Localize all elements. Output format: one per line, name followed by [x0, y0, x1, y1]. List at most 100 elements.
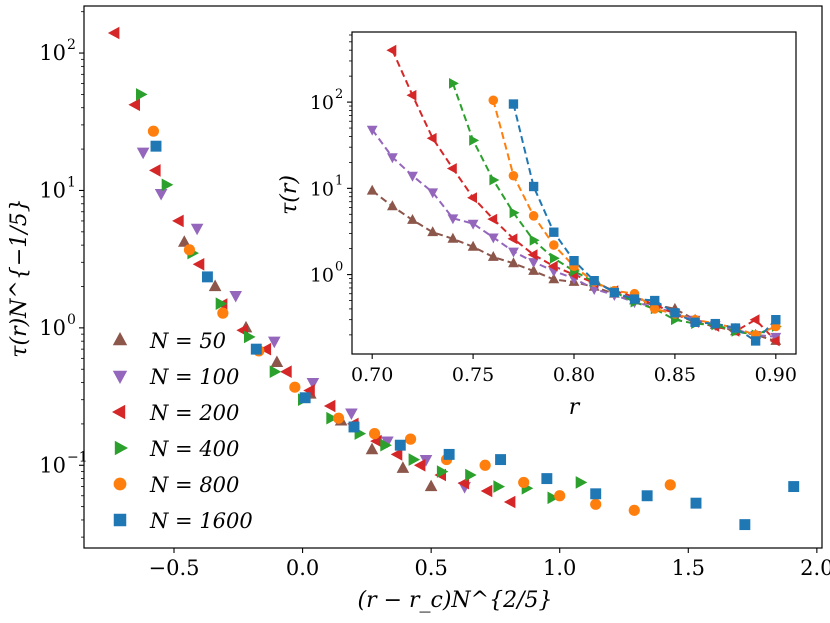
main-y-tick-exponent: 1 — [67, 174, 76, 190]
legend-marker-shape — [112, 332, 128, 346]
main-point-n1600 — [150, 140, 162, 152]
main-point-n100 — [419, 455, 433, 467]
main-y-tick-label: 10 — [39, 178, 66, 202]
inset-y-tick-label: 10 — [310, 265, 334, 287]
inset-x-tick-label: 0.75 — [452, 364, 494, 386]
main-y-tick-exponent: 2 — [67, 37, 76, 53]
inset-y-tick-label: 10 — [310, 92, 334, 114]
main-x-tick-label: 0.5 — [414, 556, 447, 580]
main-point-n50 — [208, 279, 222, 292]
main-point-n400 — [244, 330, 256, 344]
inset-point-n200 — [547, 260, 558, 272]
main-point-n800 — [518, 476, 530, 489]
main-point-n1600 — [348, 421, 360, 433]
main-point-n1600 — [739, 519, 751, 531]
legend-marker-n1600 — [113, 513, 127, 527]
main-point-n400 — [380, 438, 392, 452]
inset-point-n200 — [769, 335, 780, 347]
inset-point-n1600 — [569, 255, 579, 266]
main-x-tick-label: 0.0 — [286, 556, 319, 580]
legend-label-n200: N = 200 — [149, 401, 239, 425]
inset-y-tick-exponent: 2 — [335, 87, 343, 102]
main-point-n400 — [408, 453, 421, 466]
main-point-n100 — [306, 378, 320, 390]
main-x-tick-label: 1.5 — [672, 556, 705, 580]
inset-point-n400 — [509, 207, 520, 219]
legend-marker-n50 — [112, 332, 128, 346]
main-point-n100 — [190, 223, 204, 236]
inset-point-n800 — [649, 304, 660, 314]
legend-marker-n200 — [112, 404, 126, 420]
inset-x-ticks: 0.70 0.75 0.80 0.85 0.90 — [351, 354, 797, 386]
main-point-n800 — [479, 459, 491, 471]
main-point-n800 — [404, 433, 417, 445]
inset-y-axis-label: τ(r) — [277, 175, 302, 215]
inset-point-n1600 — [710, 318, 720, 329]
main-point-n100 — [345, 408, 358, 420]
main-point-n200 — [128, 98, 140, 112]
legend-item-n100: N = 100 — [112, 365, 239, 389]
inset-point-n200 — [406, 89, 417, 101]
legend-item-n1600: N = 1600 — [113, 509, 253, 533]
inset-point-n50 — [447, 232, 459, 243]
main-y-axis-label: τ(r)N^{−1/5} — [7, 198, 32, 357]
main-point-n800 — [554, 490, 566, 502]
main-point-n800 — [147, 125, 160, 137]
inset-y-tick-label: 10 — [310, 178, 334, 200]
inset-point-n1600 — [730, 323, 741, 333]
legend-marker-n400 — [114, 440, 128, 456]
main-point-n50 — [178, 235, 191, 247]
main-y-tick-label: 10 — [39, 453, 66, 477]
legend-label-n100: N = 100 — [149, 365, 239, 389]
inset-point-n50 — [467, 240, 479, 251]
main-point-n1600 — [541, 473, 553, 485]
inset-point-n800 — [528, 211, 539, 221]
legend-item-n200: N = 200 — [112, 401, 239, 425]
main-point-n1600 — [299, 392, 311, 404]
main-point-n200 — [390, 448, 403, 461]
legend-marker-shape — [113, 513, 127, 527]
legend-label-n50: N = 50 — [149, 329, 226, 353]
inset-point-n200 — [446, 163, 457, 174]
main-point-n200 — [192, 258, 205, 271]
main-point-n400 — [269, 365, 282, 378]
inset-point-n1600 — [650, 295, 660, 306]
legend-marker-n100 — [112, 370, 128, 384]
inset-point-n1600 — [690, 317, 700, 327]
inset-point-n50 — [508, 257, 519, 268]
inset-point-n50 — [387, 200, 398, 211]
inset-point-n800 — [488, 95, 499, 106]
main-point-n100 — [268, 336, 281, 349]
inset-point-n100 — [508, 247, 519, 258]
main-point-n100 — [136, 147, 150, 160]
inset-point-n200 — [426, 132, 437, 144]
main-point-n200 — [280, 365, 292, 378]
inset-point-n1600 — [589, 275, 599, 286]
main-x-axis-label: (r − r_c)N^{2/5} — [357, 588, 552, 613]
main-point-n200 — [413, 459, 426, 472]
inset-point-n200 — [386, 44, 397, 56]
main-y-tick-label: 10 — [39, 316, 66, 340]
legend-marker-shape — [113, 477, 127, 491]
main-point-n200 — [172, 214, 184, 228]
inset-point-n1600 — [750, 336, 761, 346]
inset-point-n200 — [467, 192, 477, 204]
inset-point-n200 — [749, 314, 760, 326]
inset-x-tick-label: 0.90 — [755, 364, 797, 386]
legend-item-n50: N = 50 — [112, 329, 226, 353]
inset-x-tick-label: 0.70 — [351, 364, 393, 386]
legend: N = 50 N = 100 N = 200 N = 400 N = 800 N… — [112, 329, 253, 533]
legend-item-n800: N = 800 — [113, 473, 239, 497]
inset-point-n1600 — [549, 227, 559, 237]
inset-point-n200 — [487, 213, 498, 225]
inset-point-n100 — [487, 233, 499, 244]
main-point-n800 — [590, 498, 602, 510]
main-point-n1600 — [690, 497, 702, 509]
inset-point-n50 — [548, 273, 560, 284]
inset-point-n50 — [487, 251, 499, 261]
inset-x-tick-label: 0.85 — [654, 364, 696, 386]
